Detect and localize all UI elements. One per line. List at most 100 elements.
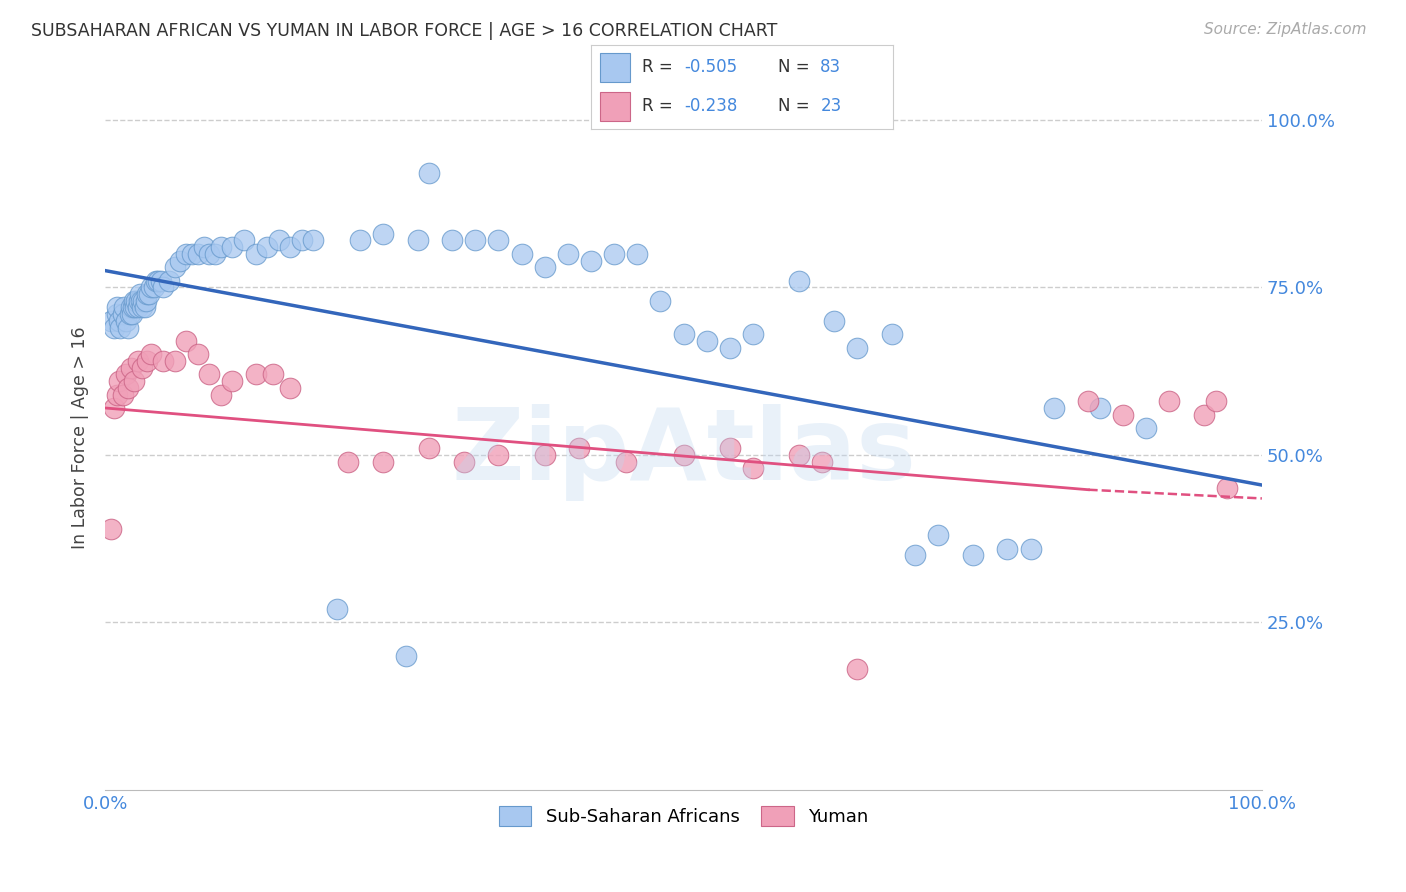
Point (371, 227, 394, 241)
Point (742, 327, 765, 342)
Text: N =: N = (778, 97, 815, 115)
Point (105, 307, 128, 321)
Point (174, 334, 197, 348)
Point (108, 374, 131, 388)
Point (193, 240, 215, 254)
Point (418, 441, 440, 455)
Point (125, 293, 148, 308)
Point (453, 454, 475, 468)
Point (221, 374, 243, 388)
Point (128, 293, 150, 308)
Y-axis label: In Labor Force | Age > 16: In Labor Force | Age > 16 (72, 326, 89, 549)
Point (650, 293, 672, 308)
Point (278, 381, 301, 395)
Point (1112, 408, 1135, 422)
Point (134, 301, 156, 315)
Text: N =: N = (778, 59, 815, 77)
Point (100, 314, 122, 328)
Point (108, 314, 131, 328)
Point (181, 247, 204, 261)
Text: 23: 23 (820, 97, 842, 115)
Point (152, 354, 174, 368)
Point (135, 293, 157, 308)
Point (103, 401, 125, 415)
Point (169, 253, 191, 268)
Point (568, 441, 591, 455)
FancyBboxPatch shape (599, 92, 630, 120)
Point (962, 549, 984, 563)
Point (187, 247, 209, 261)
Point (904, 549, 927, 563)
Point (142, 280, 165, 294)
Legend: Sub-Saharan Africans, Yuman: Sub-Saharan Africans, Yuman (492, 798, 876, 834)
Point (1088, 401, 1111, 415)
Point (157, 274, 180, 288)
Point (209, 240, 232, 254)
Point (145, 274, 167, 288)
Point (204, 247, 226, 261)
Point (418, 166, 440, 180)
Point (122, 301, 145, 315)
Point (105, 301, 128, 315)
Point (110, 320, 132, 334)
Point (120, 360, 142, 375)
Point (672, 327, 695, 342)
Point (278, 240, 301, 254)
Point (787, 274, 810, 288)
Point (1042, 401, 1064, 415)
Point (221, 240, 243, 254)
Text: -0.238: -0.238 (685, 97, 738, 115)
Point (880, 327, 903, 342)
Point (787, 448, 810, 462)
Point (198, 368, 221, 382)
Point (742, 461, 765, 475)
Point (233, 234, 256, 248)
Point (997, 541, 1019, 556)
Point (127, 301, 149, 315)
Point (579, 253, 602, 268)
Point (138, 287, 160, 301)
Point (149, 274, 172, 288)
Point (135, 354, 157, 368)
Point (262, 368, 284, 382)
Point (672, 448, 695, 462)
Point (131, 301, 153, 315)
Point (510, 247, 533, 261)
Point (464, 234, 486, 248)
Point (302, 234, 325, 248)
Point (1135, 421, 1157, 435)
Point (115, 314, 138, 328)
Point (846, 341, 869, 355)
Point (115, 368, 138, 382)
Point (349, 234, 371, 248)
Point (614, 454, 637, 468)
Point (371, 454, 394, 468)
Point (245, 368, 267, 382)
Point (823, 314, 845, 328)
Point (122, 374, 145, 388)
Point (152, 280, 174, 294)
Point (122, 293, 145, 308)
Point (174, 247, 197, 261)
Point (718, 441, 741, 455)
Point (163, 354, 186, 368)
Text: Source: ZipAtlas.com: Source: ZipAtlas.com (1204, 22, 1367, 37)
Point (337, 454, 360, 468)
Point (111, 387, 134, 401)
Point (718, 341, 741, 355)
Point (187, 347, 209, 361)
Point (1159, 394, 1181, 409)
Point (603, 247, 626, 261)
Point (488, 234, 510, 248)
Point (1192, 408, 1215, 422)
Point (488, 448, 510, 462)
Point (141, 347, 163, 361)
Point (117, 381, 139, 395)
Point (811, 454, 834, 468)
Point (533, 448, 555, 462)
Point (1205, 394, 1227, 409)
Point (626, 247, 648, 261)
Point (1077, 394, 1099, 409)
Point (291, 234, 314, 248)
Point (121, 307, 143, 321)
